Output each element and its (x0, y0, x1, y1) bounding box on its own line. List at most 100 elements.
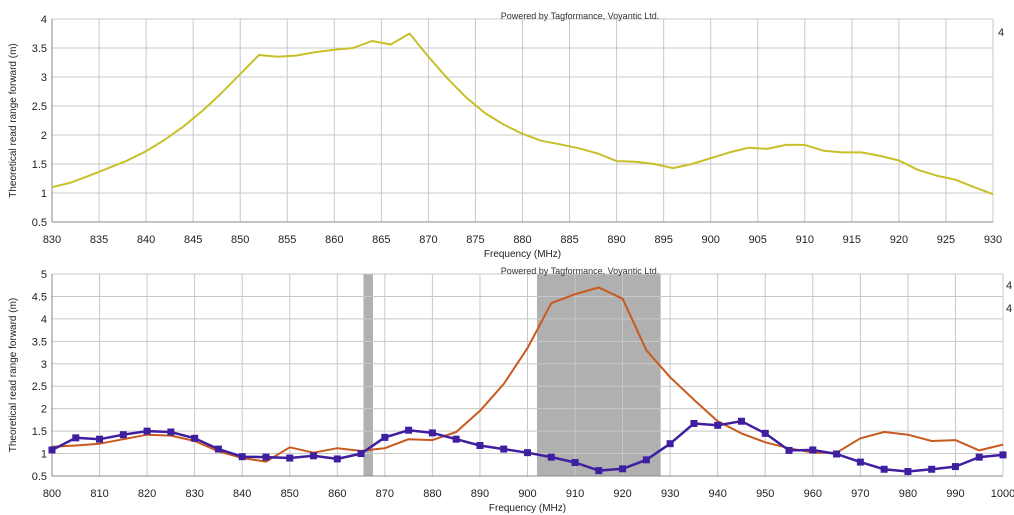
y-tick-label: 4 (41, 14, 47, 26)
data-point-marker (904, 468, 912, 476)
y-tick-label: 2 (41, 130, 47, 142)
y-tick-label: 0.5 (32, 471, 47, 483)
credit-text: Powered by Tagformance, Voyantic Ltd. (501, 266, 659, 276)
data-point-marker (547, 453, 555, 461)
data-point-marker (333, 455, 341, 463)
x-tick-label: 860 (328, 488, 346, 500)
data-point-marker (310, 452, 318, 460)
y-tick-label: 1.5 (32, 159, 47, 171)
x-axis-label: Frequency (MHz) (484, 249, 561, 260)
x-tick-label: 865 (372, 234, 390, 246)
data-point-marker (191, 434, 199, 442)
data-point-marker (619, 465, 627, 473)
data-point-marker (666, 440, 674, 448)
y-axis-label: Theoretical read range forward (m) (8, 43, 19, 198)
x-tick-label: 925 (937, 234, 955, 246)
y-tick-label: 4 (41, 314, 47, 326)
data-point-marker (452, 435, 460, 443)
x-tick-label: 940 (709, 488, 727, 500)
x-tick-label: 930 (984, 234, 1002, 246)
x-tick-label: 860 (325, 234, 343, 246)
x-tick-label: 895 (654, 234, 672, 246)
bottom-frequency-chart: 800 810 820 830 840 850 860 870 880 890 900 910 920 9… (8, 266, 1014, 514)
y-tick-label: 1.5 (32, 426, 47, 438)
data-point-marker (500, 445, 508, 453)
y-tick-label: 0.5 (32, 217, 47, 229)
x-tick-label: 900 (518, 488, 536, 500)
data-point-marker (428, 429, 436, 437)
x-tick-label: 875 (466, 234, 484, 246)
y-tick-label: 3.5 (32, 43, 47, 55)
right-marker: 4 (998, 27, 1004, 39)
x-tick-label: 890 (471, 488, 489, 500)
x-tick-label: 890 (607, 234, 625, 246)
x-tick-label: 885 (560, 234, 578, 246)
series-line-0 (51, 32, 994, 196)
y-tick-label: 3 (41, 72, 47, 84)
x-tick-label: 920 (613, 488, 631, 500)
data-point-marker (999, 451, 1007, 459)
y-tick-label: 4.5 (32, 291, 47, 303)
y-tick-label: 2 (41, 404, 47, 416)
data-point-marker (524, 449, 531, 457)
data-point-marker (357, 450, 365, 458)
series-line-0 (51, 286, 1004, 463)
y-tick-label: 5 (41, 269, 47, 281)
data-point-marker (785, 446, 793, 454)
y-tick-label: 3.5 (32, 336, 47, 348)
right-marker: 4 (1006, 303, 1012, 315)
x-tick-label: 910 (566, 488, 584, 500)
x-tick-label: 900 (702, 234, 720, 246)
data-point-marker (405, 426, 413, 434)
x-tick-label: 980 (899, 488, 917, 500)
data-point-marker (571, 459, 579, 467)
credit-text: Powered by Tagformance, Voyantic Ltd. (501, 11, 659, 21)
x-axis-label: Frequency (MHz) (489, 503, 566, 514)
x-tick-label: 1000 (991, 488, 1014, 500)
frequency-band-1 (537, 274, 661, 476)
data-point-marker (96, 435, 104, 443)
x-tick-label: 970 (851, 488, 869, 500)
right-marker: 4 (1006, 280, 1012, 292)
x-tick-label: 920 (890, 234, 908, 246)
data-point-marker (476, 441, 484, 449)
data-point-marker (856, 458, 864, 466)
data-point-marker (48, 446, 56, 454)
data-point-marker (143, 427, 151, 435)
y-tick-label: 2.5 (32, 101, 47, 113)
x-tick-label: 855 (278, 234, 296, 246)
data-point-marker (809, 446, 817, 454)
data-point-marker (167, 428, 175, 436)
x-tick-label: 810 (90, 488, 108, 500)
data-point-marker (214, 445, 222, 453)
data-point-marker (72, 434, 80, 442)
x-tick-label: 990 (946, 488, 964, 500)
data-point-marker (595, 467, 603, 475)
y-tick-label: 2.5 (32, 381, 47, 393)
x-tick-label: 820 (138, 488, 156, 500)
data-point-marker (262, 453, 270, 461)
x-tick-label: 830 (185, 488, 203, 500)
data-point-marker (880, 465, 888, 473)
x-tick-label: 870 (419, 234, 437, 246)
data-point-marker (714, 421, 722, 429)
data-point-marker (975, 453, 983, 461)
data-point-marker (761, 429, 769, 437)
x-tick-label: 905 (749, 234, 767, 246)
x-tick-label: 850 (231, 234, 249, 246)
frequency-band-0 (363, 274, 373, 476)
x-tick-label: 850 (281, 488, 299, 500)
x-tick-label: 915 (843, 234, 861, 246)
x-tick-label: 870 (376, 488, 394, 500)
top-frequency-chart: 830 835 840 845 850 855 860 865 870 875 880 885 890 8… (8, 11, 1004, 260)
x-tick-label: 840 (137, 234, 155, 246)
x-tick-label: 845 (184, 234, 202, 246)
data-point-marker (833, 450, 841, 458)
data-point-marker (381, 433, 389, 441)
data-point-marker (642, 456, 650, 464)
data-point-marker (690, 419, 698, 427)
data-point-marker (286, 454, 294, 462)
x-tick-label: 930 (661, 488, 679, 500)
data-point-marker (928, 465, 936, 473)
x-tick-label: 960 (804, 488, 822, 500)
